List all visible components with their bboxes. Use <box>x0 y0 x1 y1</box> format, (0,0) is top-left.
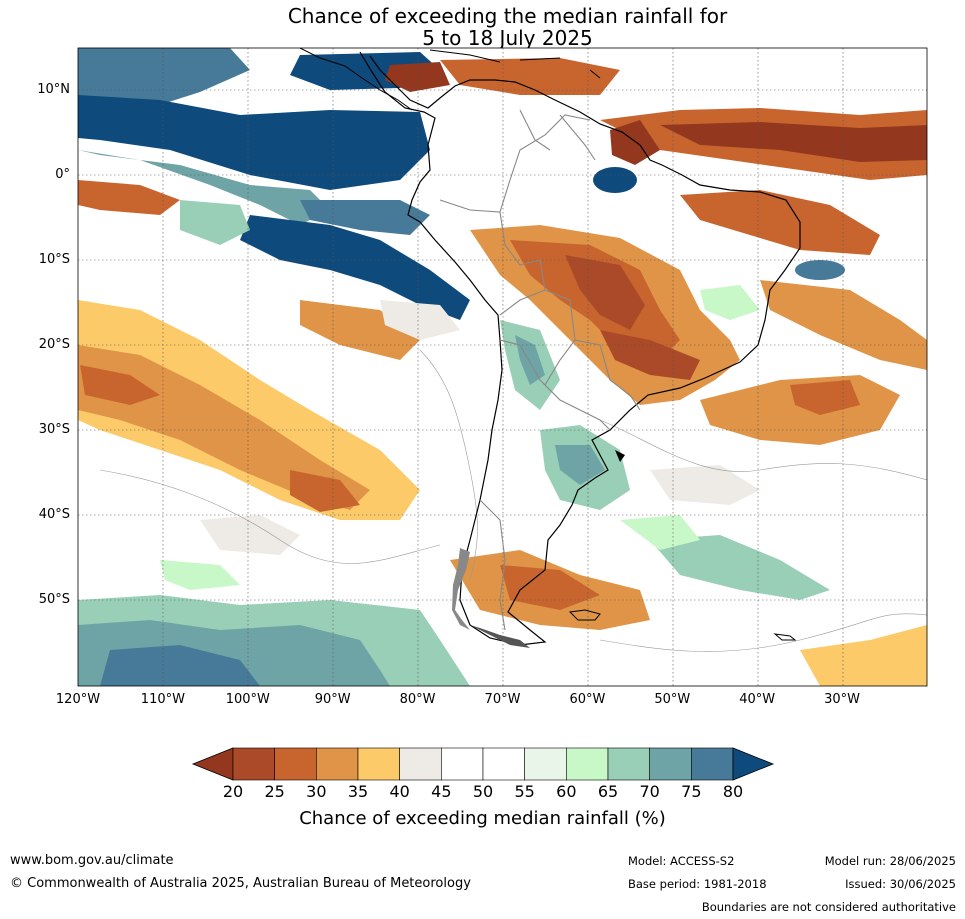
longitude-label: 80°W <box>399 692 436 707</box>
dry-zone-east-pacific <box>78 300 927 686</box>
longitude-label: 30°W <box>824 692 861 707</box>
colorbar-tick-label: 50 <box>472 782 494 801</box>
wet-zone-north <box>78 48 845 320</box>
map-frame <box>77 47 928 687</box>
contour-lines <box>99 349 927 652</box>
base-period: Base period: 1981-2018 <box>628 877 767 891</box>
longitude-label: 120°W <box>55 692 101 707</box>
colorbar-segment <box>524 747 567 781</box>
boundaries-disclaimer: Boundaries are not considered authoritat… <box>701 900 956 914</box>
caribbean-islands <box>429 49 601 79</box>
issued-date: Issued: 30/06/2025 <box>845 877 956 891</box>
longitude-label: 100°W <box>225 692 270 707</box>
colorbar-tick-label: 35 <box>347 782 369 801</box>
colorbar-segment <box>357 747 400 781</box>
colorbar-segment <box>232 747 275 781</box>
colorbar-segment <box>607 747 650 781</box>
wet-zone-south <box>78 320 830 686</box>
colorbar-segment <box>316 747 359 781</box>
map-title-line2: 5 to 18 July 2025 <box>422 26 593 50</box>
colorbar-segment <box>399 747 442 781</box>
colorbar-tick-label: 60 <box>556 782 577 801</box>
longitude-label: 60°W <box>569 692 606 707</box>
latitude-label: 10°S <box>38 251 70 267</box>
latitude-label: 50°S <box>38 591 70 607</box>
country-borders <box>439 109 641 631</box>
colorbar-tick-label: 80 <box>722 782 744 801</box>
colorbar-segment <box>441 747 484 781</box>
south-georgia <box>773 633 797 641</box>
latitude-label: 0° <box>55 166 70 182</box>
longitude-label: 70°W <box>484 692 521 707</box>
colorbar-tick-label: 20 <box>222 782 244 801</box>
longitude-label: 90°W <box>314 692 351 707</box>
longitude-label: 110°W <box>140 692 185 707</box>
map-title-line1: Chance of exceeding the median rainfall … <box>287 4 728 28</box>
colorbar-tick-label: 30 <box>306 782 327 801</box>
central-america-coastline <box>299 48 413 111</box>
latitude-label: 40°S <box>38 506 70 522</box>
colorbar <box>191 747 775 781</box>
colorbar-tick-label: 45 <box>431 782 452 801</box>
colorbar-tick-label: 25 <box>264 782 285 801</box>
longitude-label: 50°W <box>654 692 691 707</box>
patagonia-fjords <box>452 548 530 648</box>
colorbar-segment <box>691 747 734 781</box>
colorbar-tick-label: 40 <box>389 782 410 801</box>
colorbar-segment <box>482 747 525 781</box>
colorbar-tick-label: 70 <box>639 782 660 801</box>
latitude-label: 10°N <box>37 81 70 97</box>
dry-zone-northeast <box>78 58 927 445</box>
south-america-coastline <box>359 51 801 646</box>
lagoa-dos-patos <box>615 450 625 462</box>
colorbar-segment <box>566 747 609 781</box>
colorbar-tick-label: 55 <box>514 782 535 801</box>
falkland-islands <box>568 609 601 621</box>
colorbar-segment <box>274 747 317 781</box>
model-name: Model: ACCESS-S2 <box>628 854 735 868</box>
colorbar-high-extension <box>732 747 775 781</box>
colorbar-tick-label: 65 <box>597 782 619 801</box>
latitude-label: 20°S <box>38 336 70 352</box>
copyright-text: © Commonwealth of Australia 2025, Austra… <box>10 876 471 891</box>
dry-zone-central-south-america <box>470 225 740 405</box>
model-run-date: Model run: 28/06/2025 <box>824 854 956 868</box>
colorbar-segment <box>649 747 692 781</box>
longitude-label: 40°W <box>739 692 776 707</box>
website-link[interactable]: www.bom.gov.au/climate <box>10 853 174 868</box>
colorbar-tick-label: 75 <box>681 782 702 801</box>
latitude-label: 30°S <box>38 421 70 437</box>
colorbar-label: Chance of exceeding median rainfall (%) <box>299 808 666 829</box>
near-normal-patches <box>160 285 760 590</box>
colorbar-low-extension <box>191 747 234 781</box>
graticule <box>78 48 927 686</box>
